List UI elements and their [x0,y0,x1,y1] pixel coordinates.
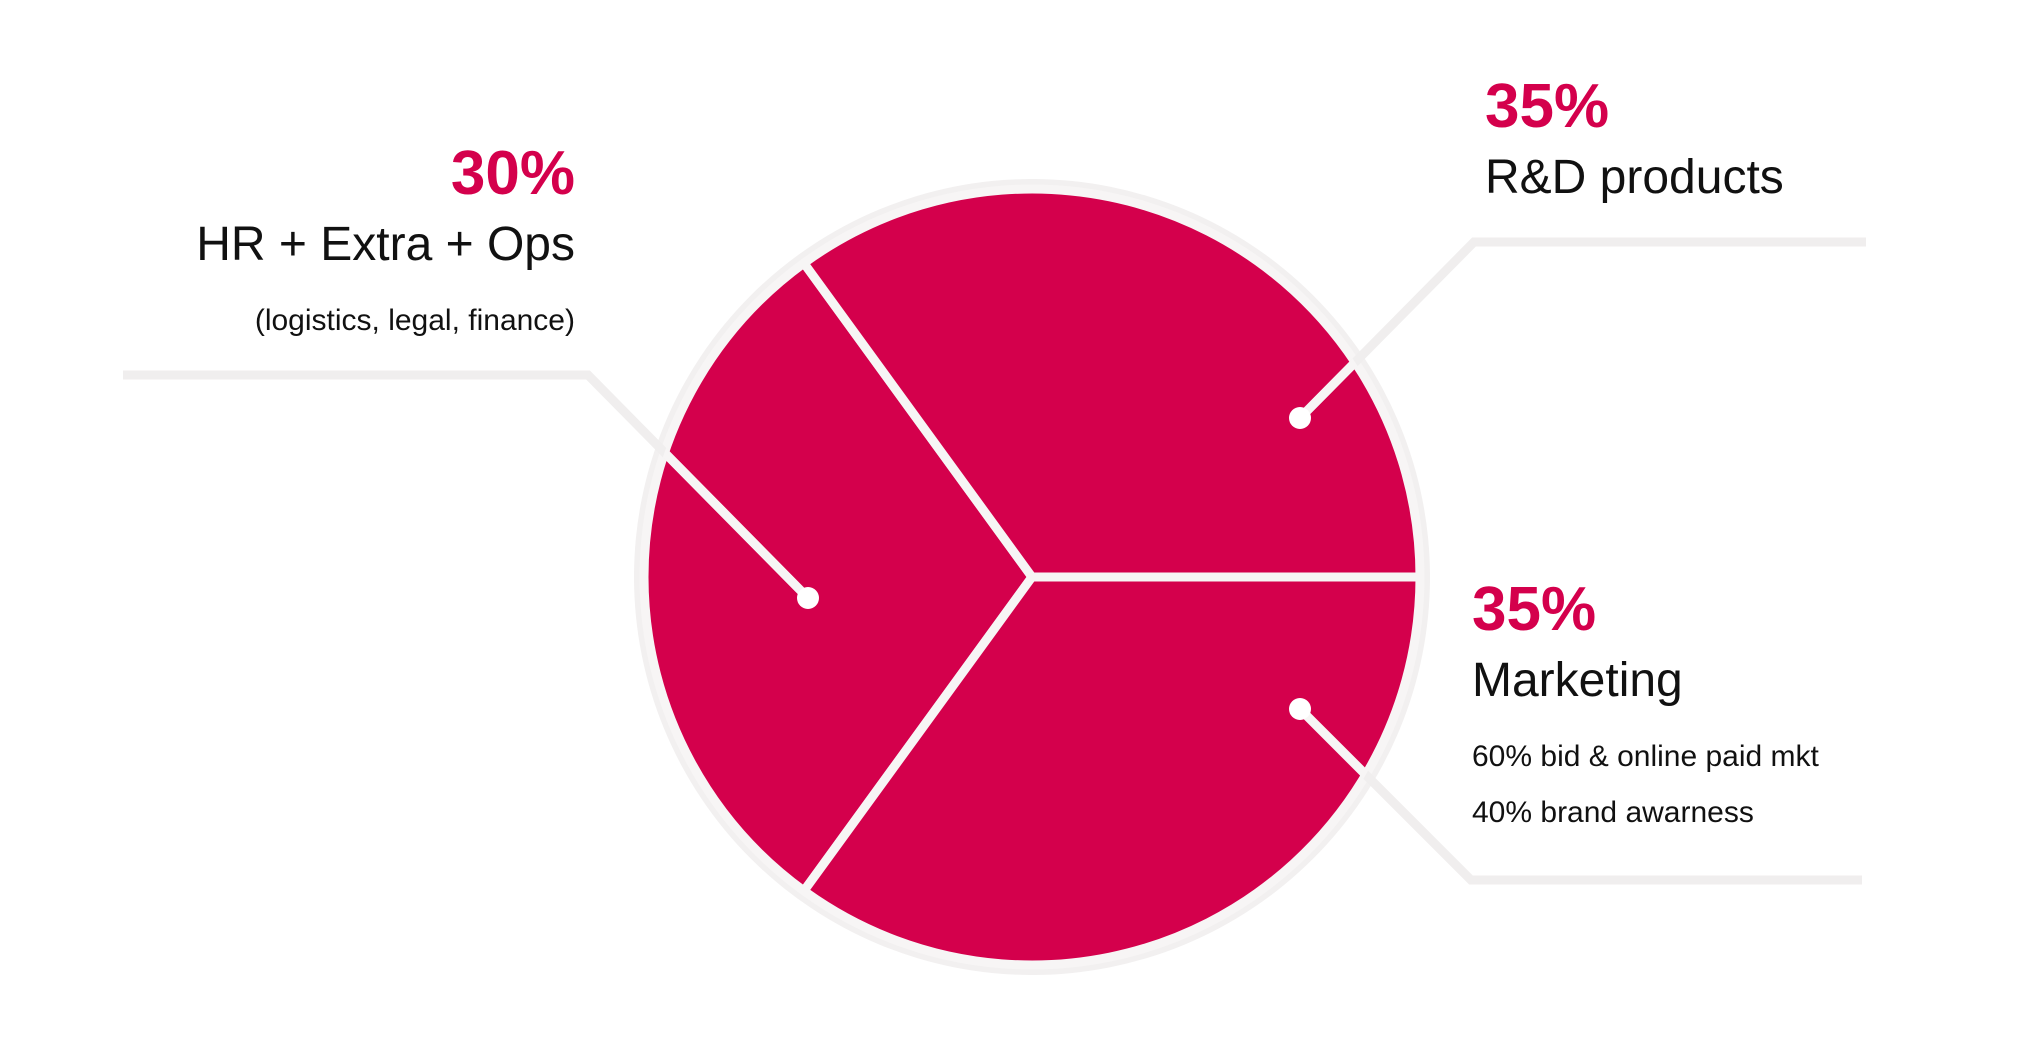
pie-slice [799,572,1425,970]
detail-label: (logistics, legal, finance) [255,304,575,337]
leader-line-inner [644,370,812,602]
value-label: 30% [451,139,575,208]
leader-line-inner [1296,705,1420,885]
value-label: 35% [1472,575,1596,644]
leaders [123,237,1866,885]
value-label: 35% [1485,72,1609,141]
slices [639,184,1425,970]
category-label: HR + Extra + Ops [196,218,575,271]
category-label: R&D products [1485,151,1784,204]
pie-slice [639,258,1037,896]
labels: 30% HR + Extra + Ops (logistics, legal, fi… [196,72,1819,829]
leader-line [1296,237,1866,422]
category-label: Marketing [1472,654,1683,707]
pie-slice [799,184,1425,582]
detail-label: 60% bid & online paid mkt [1472,740,1820,773]
leader-dot [1289,407,1311,429]
detail-label: 40% brand awarness [1472,796,1754,829]
leader-dot [1289,698,1311,720]
leader-dot [797,587,819,609]
